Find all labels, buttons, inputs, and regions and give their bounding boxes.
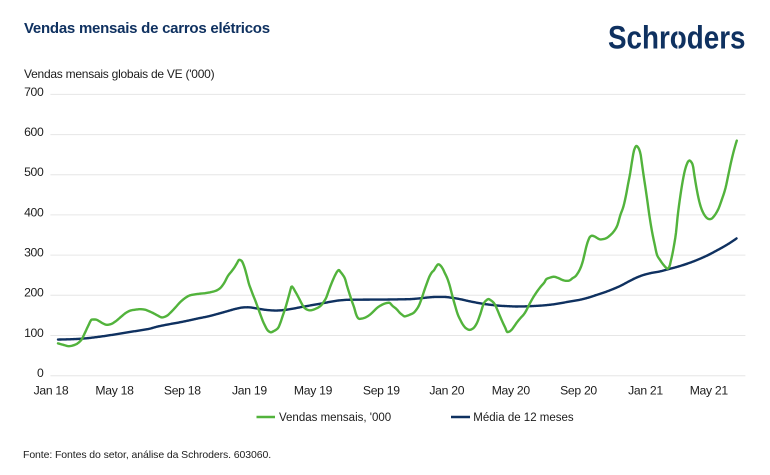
svg-text:Schroders: Schroders (608, 19, 746, 55)
svg-text:100: 100 (24, 326, 44, 340)
svg-text:500: 500 (24, 165, 44, 179)
svg-text:200: 200 (24, 286, 44, 300)
svg-text:600: 600 (24, 125, 44, 139)
svg-text:0: 0 (37, 366, 44, 380)
svg-text:Jan 20: Jan 20 (429, 384, 464, 398)
svg-text:700: 700 (24, 85, 44, 99)
svg-text:Sep 18: Sep 18 (164, 384, 201, 398)
svg-text:Média de 12 meses: Média de 12 meses (473, 412, 574, 424)
svg-text:Sep 20: Sep 20 (560, 384, 597, 398)
svg-text:300: 300 (24, 246, 44, 260)
svg-text:May 19: May 19 (294, 384, 333, 398)
svg-text:Vendas mensais, '000: Vendas mensais, '000 (279, 412, 391, 424)
svg-text:Jan 18: Jan 18 (34, 384, 69, 398)
svg-text:Jan 21: Jan 21 (628, 384, 663, 398)
svg-text:May 21: May 21 (690, 384, 729, 398)
svg-text:400: 400 (24, 205, 44, 219)
svg-text:May 18: May 18 (95, 384, 134, 398)
svg-text:May 20: May 20 (492, 384, 531, 398)
svg-text:Sep 19: Sep 19 (363, 384, 400, 398)
svg-text:Jan 19: Jan 19 (232, 384, 267, 398)
